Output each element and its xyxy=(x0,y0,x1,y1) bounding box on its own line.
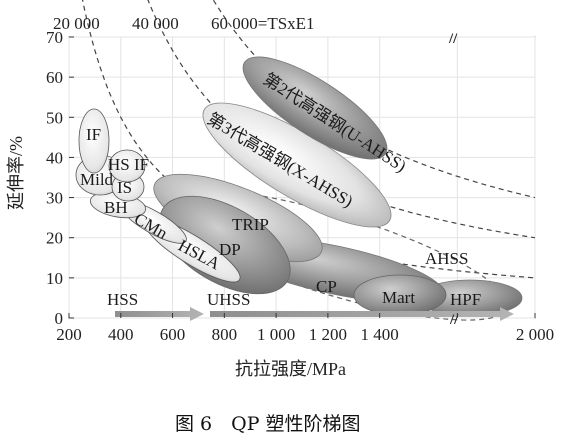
y-tick-label: 60 xyxy=(46,68,63,87)
x-axis-title: 抗拉强度/MPa xyxy=(235,359,346,379)
region-if xyxy=(78,108,110,174)
label-mild: Mild xyxy=(80,170,114,189)
label-hpf: HPF xyxy=(450,290,481,309)
region-dp xyxy=(159,195,291,295)
region-hs-if xyxy=(108,149,146,183)
label-is: IS xyxy=(117,178,132,197)
x-axis-ticks: 200 400 600 800 1 000 1 200 1 400 2 000 xyxy=(56,313,554,344)
y-tick-label: 50 xyxy=(46,108,63,127)
y-tick-label: 10 xyxy=(46,269,63,288)
x-tick-label: 200 xyxy=(56,325,82,344)
top-label-20000: 20 000 xyxy=(53,14,100,33)
x-tick-label: 1 000 xyxy=(257,325,295,344)
regions xyxy=(75,56,523,321)
y-tick-label: 30 xyxy=(46,189,63,208)
y-tick-label: 70 xyxy=(46,28,63,47)
label-trip: TRIP xyxy=(232,215,269,234)
y-tick-label: 40 xyxy=(46,148,63,167)
x-tick-label: 400 xyxy=(108,325,134,344)
label-hss: HSS xyxy=(107,290,138,309)
label-hs-if: HS IF xyxy=(108,155,149,174)
label-mart: Mart xyxy=(382,288,415,307)
uhss-arrow xyxy=(210,307,514,321)
x-tick-label: 600 xyxy=(160,325,186,344)
y-tick-label: 0 xyxy=(55,309,64,328)
label-uhss: UHSS xyxy=(207,290,250,309)
y-axis-title: 延伸率/% xyxy=(6,136,26,210)
top-label-40000: 40 000 xyxy=(132,14,179,33)
hss-arrow xyxy=(115,307,204,321)
curve-40000 xyxy=(147,0,536,239)
top-labels: 20 000 40 000 60 000=TSxE1 // // xyxy=(53,14,459,328)
x-tick-label: 800 xyxy=(212,325,238,344)
x-tick-label: 1 400 xyxy=(361,325,399,344)
label-dp: DP xyxy=(219,240,241,259)
top-label-60000: 60 000=TSxE1 xyxy=(211,14,315,33)
label-if: IF xyxy=(86,125,101,144)
figure-caption: 图 6 QP 塑性阶梯图 xyxy=(175,413,361,435)
strength-class-markers: HSS UHSS xyxy=(107,290,514,321)
label-bh: BH xyxy=(104,198,128,217)
axis-break-bottom: // xyxy=(449,312,459,328)
x-tick-label: 2 000 xyxy=(516,325,554,344)
y-axis-ticks: 0 10 20 30 40 50 60 70 xyxy=(46,28,74,328)
label-ahss: AHSS xyxy=(425,249,468,268)
axis-break-top: // xyxy=(448,31,458,47)
region-gen2 xyxy=(242,56,388,160)
label-cp: CP xyxy=(316,277,337,296)
y-tick-label: 20 xyxy=(46,229,63,248)
x-tick-label: 1 200 xyxy=(309,325,347,344)
